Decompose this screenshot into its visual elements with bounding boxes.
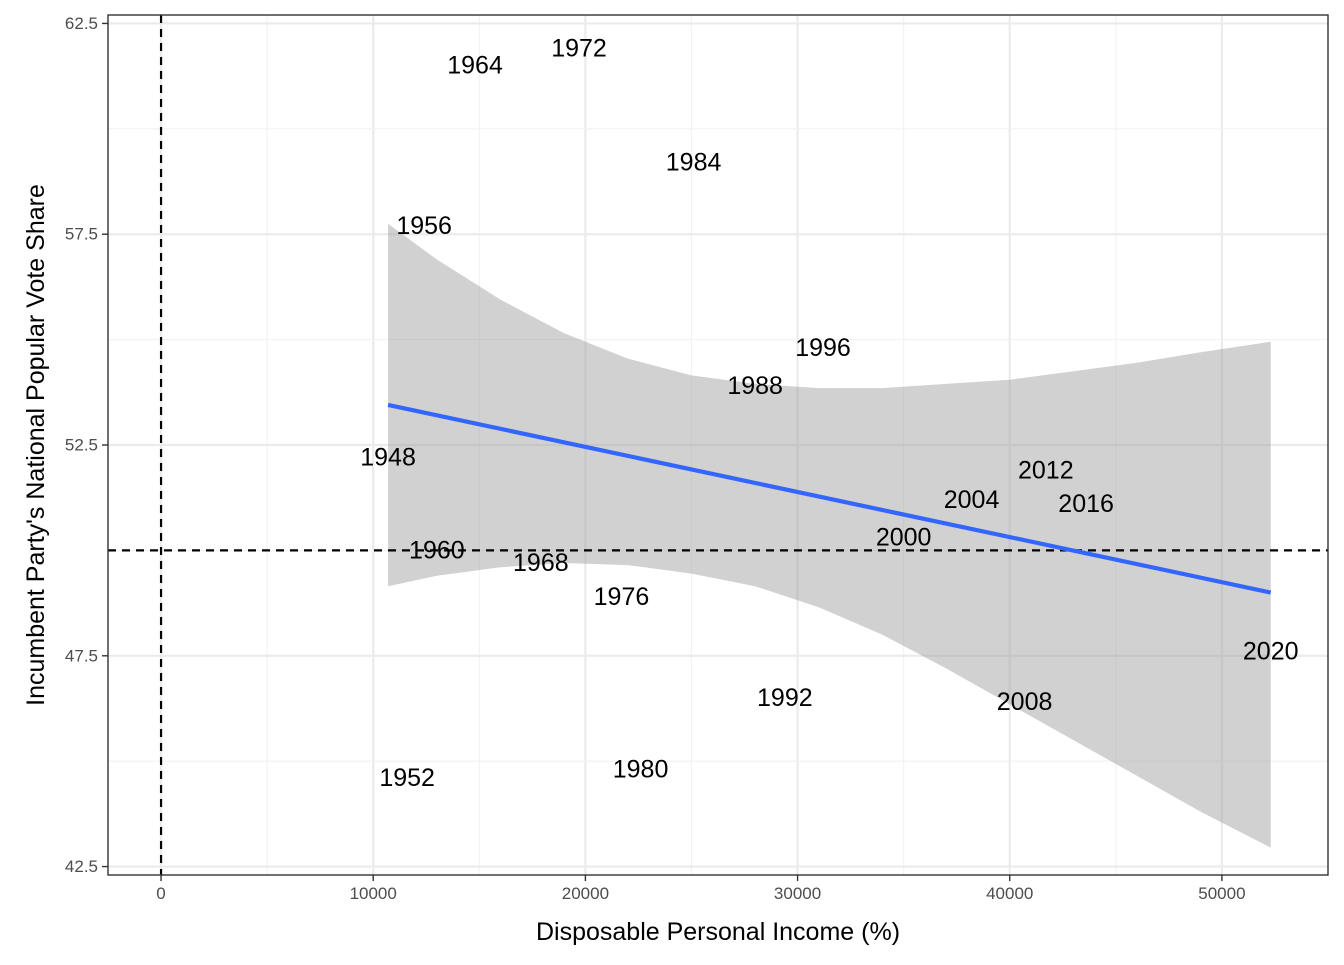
reference-lines [108, 15, 1328, 875]
point-label-1964: 1964 [447, 52, 503, 80]
point-label-1956: 1956 [396, 212, 452, 240]
x-tick-label: 30000 [774, 884, 821, 903]
x-tick-label: 20000 [562, 884, 609, 903]
y-tick-label: 57.5 [65, 225, 98, 244]
point-label-1960: 1960 [409, 536, 465, 564]
point-label-1980: 1980 [613, 756, 669, 784]
point-label-2004: 2004 [944, 486, 1000, 514]
point-label-1972: 1972 [551, 35, 607, 63]
confidence-band [388, 223, 1271, 848]
x-axis: 0 10000 20000 30000 40000 50000 [156, 875, 1246, 903]
point-label-1976: 1976 [594, 583, 650, 611]
x-tick-label: 40000 [986, 884, 1033, 903]
point-label-1948: 1948 [360, 444, 416, 472]
point-label-1988: 1988 [727, 372, 783, 400]
x-axis-title: Disposable Personal Income (%) [536, 918, 900, 946]
x-tick-label: 0 [156, 884, 165, 903]
point-label-1952: 1952 [379, 764, 435, 792]
point-label-2008: 2008 [997, 688, 1053, 716]
confidence-band-layer [388, 223, 1271, 848]
x-tick-label: 10000 [350, 884, 397, 903]
y-tick-label: 47.5 [65, 646, 98, 665]
x-tick-label: 50000 [1198, 884, 1245, 903]
point-label-1968: 1968 [513, 549, 569, 577]
fit-line-layer [387, 402, 1272, 595]
y-tick-label: 42.5 [65, 857, 98, 876]
point-label-2016: 2016 [1058, 490, 1114, 518]
y-tick-label: 62.5 [65, 14, 98, 33]
y-axis-title: Incumbent Party's National Popular Vote … [22, 184, 50, 706]
point-label-1984: 1984 [666, 149, 722, 177]
point-label-1992: 1992 [757, 684, 813, 712]
regression-fit-line [387, 402, 1272, 595]
point-label-1996: 1996 [795, 334, 851, 362]
point-labels: 1948 1952 1956 1960 1964 1968 1972 1976 1980 1984… [360, 35, 1298, 792]
point-label-2020: 2020 [1243, 638, 1299, 666]
y-axis: 42.5 47.5 52.5 57.5 62.5 [65, 14, 108, 876]
point-label-2000: 2000 [876, 524, 932, 552]
y-tick-label: 52.5 [65, 436, 98, 455]
point-label-2012: 2012 [1018, 456, 1074, 484]
